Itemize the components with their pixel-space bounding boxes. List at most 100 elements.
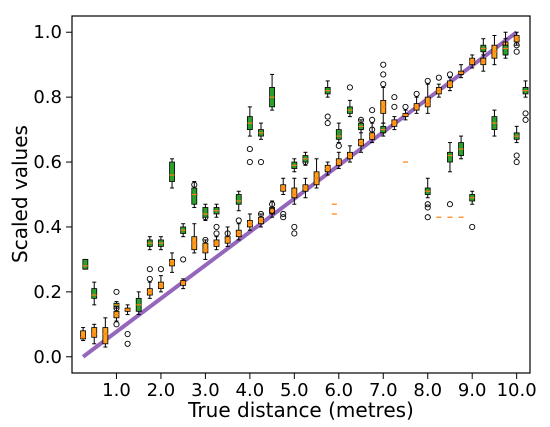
outlier-point (413, 90, 420, 97)
outlier-point (269, 201, 276, 208)
green-box (522, 80, 529, 123)
outlier-point (269, 207, 276, 214)
box-layer (80, 31, 529, 348)
box-body (202, 242, 209, 254)
orange-box (113, 288, 120, 328)
outlier-point (369, 116, 376, 123)
green-box (169, 158, 175, 189)
green-box (446, 142, 454, 208)
outlier-point (324, 120, 331, 127)
plot-frame (71, 15, 531, 374)
x-tick-label: 10.0 (497, 380, 537, 401)
outlier-point (280, 210, 287, 218)
orange-box (246, 213, 253, 231)
orange-box (458, 64, 464, 79)
green-box (158, 236, 164, 251)
orange-box (213, 223, 220, 251)
orange-box (402, 103, 409, 121)
outlier-point (391, 94, 398, 101)
x-tick-label: 7.0 (369, 380, 398, 401)
outlier-point (513, 48, 520, 55)
outlier-point (346, 84, 353, 91)
green-box (135, 291, 142, 316)
orange-box (80, 327, 87, 342)
orange-box (280, 177, 287, 221)
x-tick-label: 2.0 (147, 380, 176, 401)
green-box (358, 119, 364, 134)
box-body (502, 44, 509, 56)
outlier-point (280, 214, 287, 221)
green-box (191, 181, 198, 208)
x-tick-label: 3.0 (191, 380, 220, 401)
outlier-point (224, 230, 231, 237)
orange-box (235, 217, 242, 241)
outlier-point (291, 230, 298, 237)
outlier-point (213, 223, 220, 231)
box-body (91, 288, 98, 299)
orange-box (324, 161, 331, 176)
orange-box (269, 200, 276, 218)
orange-box (157, 266, 164, 293)
box-body (180, 280, 187, 286)
outlier-point (513, 42, 520, 49)
outlier-point (257, 158, 265, 166)
y-tick-label: 0.4 (33, 217, 62, 238)
orange-box (146, 266, 153, 299)
outlier-point (157, 266, 164, 273)
green-box (346, 84, 353, 118)
reference-line-layer (81, 30, 518, 359)
box-body (169, 161, 175, 182)
outlier-point (424, 77, 431, 84)
orange-box (347, 145, 353, 163)
outlier-point (246, 158, 253, 166)
outlier-point (369, 107, 376, 114)
y-tick-label: 0.0 (33, 347, 62, 368)
orange-box (124, 304, 131, 347)
outlier-point (424, 201, 431, 208)
outlier-point (513, 158, 520, 166)
outlier-point (146, 266, 153, 273)
orange-box (435, 74, 442, 98)
outlier-point (469, 223, 476, 231)
outlier-point (391, 103, 398, 110)
green-box (469, 190, 476, 231)
outlier-point (180, 256, 187, 263)
green-box (91, 281, 98, 306)
green-box (246, 106, 253, 166)
green-box (257, 122, 265, 166)
y-tick-label: 0.8 (33, 87, 62, 108)
green-box (380, 122, 387, 137)
outlier-point (402, 103, 409, 110)
x-tick-label: 6.0 (324, 380, 353, 401)
box-body (82, 259, 89, 270)
orange-box (424, 77, 431, 114)
y-tick-label: 1.0 (33, 22, 62, 43)
outlier-point (124, 331, 131, 338)
box-body (291, 187, 298, 199)
outlier-point (513, 152, 520, 159)
y-tick-label: 0.6 (33, 152, 62, 173)
outlier-point (369, 126, 376, 133)
y-tick-label: 0.2 (33, 282, 62, 303)
box-body (80, 330, 87, 340)
orange-box (513, 31, 520, 55)
box-body (335, 129, 342, 140)
green-box (82, 258, 89, 270)
outlier-point (246, 146, 253, 153)
green-box (113, 301, 120, 309)
orange-box (291, 177, 298, 237)
outlier-point (380, 81, 387, 88)
orange-box (91, 323, 98, 345)
green-box (213, 203, 220, 218)
green-box (502, 38, 509, 59)
green-box (513, 125, 520, 166)
x-tick-label: 4.0 (236, 380, 265, 401)
box-body (235, 194, 242, 205)
orange-box (391, 94, 398, 131)
green-box (269, 73, 275, 111)
orange-box (257, 210, 265, 228)
green-box (202, 203, 209, 221)
green-box (458, 135, 464, 160)
outlier-point (435, 74, 442, 81)
